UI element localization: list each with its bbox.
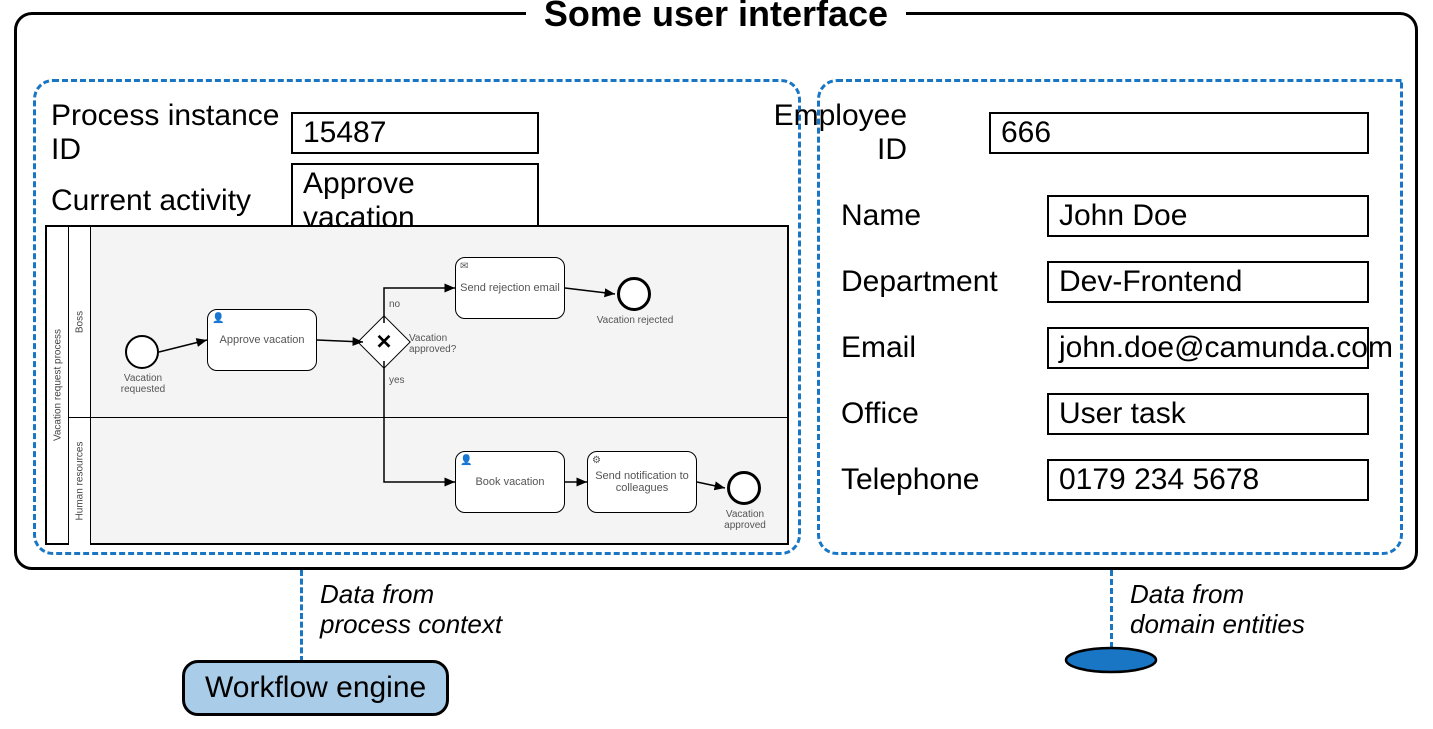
workflow-engine-box: Workflow engine	[182, 660, 449, 716]
value-process-instance-id: 15487	[291, 112, 539, 154]
field-department: Department Dev-Frontend	[841, 261, 1369, 303]
bpmn-diagram: Vacation request process Boss Human reso…	[45, 225, 789, 545]
label-email: Email	[841, 331, 1047, 365]
annotation-process-context: Data from process context	[320, 580, 502, 640]
label-current-activity: Current activity	[51, 184, 291, 218]
field-name: Name John Doe	[841, 195, 1369, 237]
value-email: john.doe@camunda.com	[1047, 327, 1369, 369]
connector-right	[1110, 570, 1113, 648]
annotation-domain-entities: Data from domain entities	[1130, 580, 1305, 640]
value-department: Dev-Frontend	[1047, 261, 1369, 303]
db-label: DB	[1094, 682, 1134, 714]
field-office: Office User task	[841, 393, 1369, 435]
value-employee-id: 666	[989, 112, 1369, 154]
value-office: User task	[1047, 393, 1369, 435]
label-office: Office	[841, 397, 1047, 431]
field-employee-id: Employee ID 666	[737, 99, 1369, 167]
field-email: Email john.doe@camunda.com	[841, 327, 1369, 369]
ui-outer-frame: Some user interface Process instance ID …	[14, 12, 1418, 570]
page-title: Some user interface	[526, 0, 906, 35]
field-telephone: Telephone 0179 234 5678	[841, 459, 1369, 501]
label-telephone: Telephone	[841, 463, 1047, 497]
label-employee-id: Employee ID	[737, 99, 927, 167]
bpmn-edges	[47, 227, 787, 543]
connector-left	[300, 570, 303, 662]
value-name: John Doe	[1047, 195, 1369, 237]
label-department: Department	[841, 265, 1047, 299]
label-name: Name	[841, 199, 1047, 233]
field-process-instance-id: Process instance ID 15487	[51, 99, 539, 167]
value-telephone: 0179 234 5678	[1047, 459, 1369, 501]
label-process-instance-id: Process instance ID	[51, 99, 291, 167]
